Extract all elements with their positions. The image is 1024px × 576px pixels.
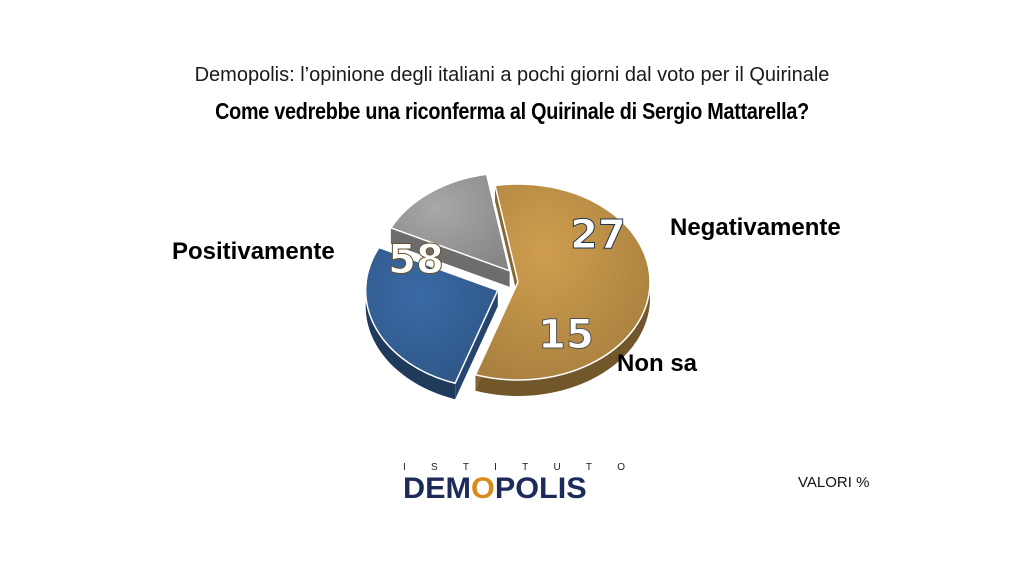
logo-top-letter: U: [553, 462, 561, 473]
logo-top-letter: S: [430, 462, 438, 473]
chart-subtitle: Demopolis: l’opinione degli italiani a p…: [194, 64, 830, 86]
logo-top-letter: I: [494, 462, 497, 473]
pie-slice-wall: [390, 227, 510, 287]
data-label: 15: [538, 312, 594, 358]
pie-slice-wall: [495, 185, 518, 298]
unit-note: VALORI %: [798, 474, 870, 491]
logo-top-letter: T: [522, 462, 529, 473]
pie-slice-non-sa: [389, 173, 511, 272]
logo-demopolis: DEMOPOLIS: [403, 472, 587, 505]
pie-slice-positivamente: [474, 183, 651, 381]
logo-top-letter: I: [403, 462, 406, 473]
logo-top-letter: T: [462, 462, 469, 473]
pie-slice-negativamente: [364, 246, 499, 385]
pie-slice-wall: [455, 290, 498, 400]
chart-title: Come vedrebbe una riconferma al Quirinal…: [215, 98, 809, 124]
legend-label-negativamente: Negativamente: [670, 214, 841, 241]
legend-label-positivamente: Positivamente: [172, 238, 335, 265]
data-label: 58: [388, 237, 444, 283]
legend-label-non-sa: Non sa: [617, 350, 698, 377]
logo-top-letter: O: [617, 462, 625, 473]
logo-top-letter: T: [585, 462, 593, 473]
data-label: 27: [570, 212, 626, 258]
